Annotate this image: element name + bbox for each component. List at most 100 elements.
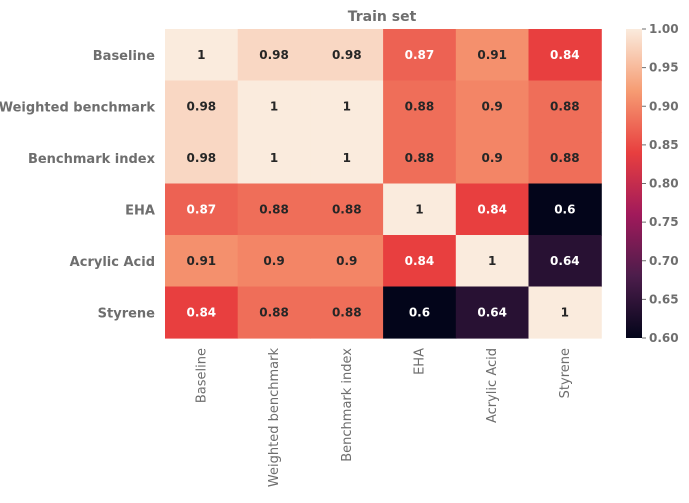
cell-value-label: 0.9	[482, 151, 503, 165]
colorbar: 1.00 0.95 0.90 0.85 0.80 0.75 0.70 0.65 0.60	[626, 22, 679, 345]
cell-value-label: 1	[343, 151, 351, 165]
colorbar-tick-label: 0.85	[649, 138, 679, 152]
heatmap-cell	[528, 29, 602, 82]
x-tick-label: Acrylic Acid	[485, 348, 500, 423]
cell-value-label: 1	[270, 151, 278, 165]
heatmap-cell	[455, 286, 530, 339]
heatmap-cell	[310, 235, 384, 288]
heatmap-cell	[237, 235, 311, 288]
heatmap-cell	[455, 29, 530, 82]
cell-value-label: 0.64	[550, 254, 580, 268]
colorbar-gradient	[626, 29, 642, 338]
colorbar-tick-label: 0.95	[649, 61, 679, 75]
heatmap-cell	[455, 80, 530, 133]
cell-value-label: 0.91	[187, 254, 217, 268]
heatmap-cell	[528, 183, 602, 236]
heatmap-cell	[165, 235, 239, 288]
heatmap-cell	[528, 286, 602, 339]
y-tick-label: Acrylic Acid	[70, 255, 155, 270]
heatmap-cell	[165, 286, 239, 339]
y-tick-label: Benchmark index	[28, 152, 156, 167]
cell-value-label: 0.84	[477, 202, 507, 216]
cell-value-label: 0.87	[187, 202, 217, 216]
x-tick-label: Styrene	[558, 348, 573, 398]
cell-value-label: 0.9	[482, 99, 503, 113]
x-tick-label: Weighted benchmark	[267, 348, 282, 488]
cell-value-label: 0.84	[405, 254, 435, 268]
cell-value-label: 0.88	[332, 305, 362, 319]
y-tick-label: Weighted benchmark	[0, 100, 155, 115]
cell-value-label: 0.91	[477, 48, 507, 62]
cell-value-label: 0.88	[332, 202, 362, 216]
y-tick-label: Styrene	[98, 306, 156, 321]
cell-value-label: 0.6	[554, 202, 575, 216]
heatmap-cell	[455, 183, 530, 236]
colorbar-tick-label: 0.80	[649, 177, 679, 191]
cell-value-label: 0.6	[409, 305, 430, 319]
cell-value-label: 1	[415, 202, 423, 216]
heatmap-cell	[383, 29, 457, 82]
heatmap-cell	[383, 80, 457, 133]
cell-value-label: 0.9	[336, 254, 357, 268]
cell-value-label: 0.98	[259, 48, 289, 62]
cell-value-label: 0.87	[405, 48, 435, 62]
y-tick-label: EHA	[125, 203, 155, 218]
heatmap-cell	[383, 132, 457, 185]
cell-value-label: 0.98	[332, 48, 362, 62]
colorbar-tick-label: 1.00	[649, 22, 679, 36]
heatmap-cell	[455, 132, 530, 185]
heatmap-cell	[237, 80, 311, 133]
heatmap-cell	[528, 80, 602, 133]
cell-value-label: 0.88	[405, 151, 435, 165]
heatmap-cell	[383, 286, 457, 339]
heatmap-cell	[237, 29, 311, 82]
heatmap-cells: 1 0.98 0.98 0.87 0.91 0.840.98 1 1 0.88 0.9 0.880.…	[165, 29, 602, 339]
y-tick-label: Baseline	[93, 49, 155, 64]
x-tick-label: EHA	[412, 348, 427, 375]
cell-value-label: 1	[270, 99, 278, 113]
heatmap-cell	[383, 183, 457, 236]
cell-value-label: 0.88	[259, 202, 289, 216]
x-tick-label: Baseline	[194, 348, 209, 403]
cell-value-label: 0.88	[550, 99, 580, 113]
heatmap-cell	[455, 235, 530, 288]
heatmap-cell	[237, 132, 311, 185]
heatmap-cell	[165, 80, 239, 133]
cell-value-label: 0.84	[550, 48, 580, 62]
x-tick-label: Benchmark index	[340, 348, 355, 462]
colorbar-tick-label: 0.65	[649, 292, 679, 306]
heatmap-cell	[165, 29, 239, 82]
colorbar-tick-label: 0.90	[649, 99, 679, 113]
heatmap-cell	[310, 132, 384, 185]
cell-value-label: 0.88	[550, 151, 580, 165]
heatmap-cell	[310, 29, 384, 82]
cell-value-label: 0.98	[187, 151, 217, 165]
cell-value-label: 0.98	[187, 99, 217, 113]
heatmap-cell	[528, 132, 602, 185]
heatmap-cell	[310, 286, 384, 339]
cell-value-label: 0.64	[477, 305, 507, 319]
cell-value-label: 0.88	[259, 305, 289, 319]
y-axis-labels: Baseline Weighted benchmark Benchmark inde…	[0, 49, 156, 322]
chart-title: Train set	[348, 9, 417, 25]
cell-value-label: 0.88	[405, 99, 435, 113]
colorbar-tick-label: 0.75	[649, 215, 679, 229]
x-axis-labels: Baseline Weighted benchmark Benchmark inde…	[194, 348, 572, 488]
heatmap-cell	[165, 132, 239, 185]
colorbar-tick-label: 0.70	[649, 254, 679, 268]
cell-value-label: 1	[197, 48, 205, 62]
cell-value-label: 1	[561, 305, 569, 319]
heatmap-cell	[237, 286, 311, 339]
heatmap-cell	[310, 183, 384, 236]
colorbar-tick-label: 0.60	[649, 331, 679, 345]
heatmap-cell	[165, 183, 239, 236]
cell-value-label: 1	[343, 99, 351, 113]
heatmap-cell	[383, 235, 457, 288]
cell-value-label: 1	[488, 254, 496, 268]
cell-value-label: 0.84	[187, 305, 217, 319]
cell-value-label: 0.9	[263, 254, 284, 268]
heatmap-cell	[237, 183, 311, 236]
heatmap-cell	[310, 80, 384, 133]
heatmap-cell	[528, 235, 602, 288]
